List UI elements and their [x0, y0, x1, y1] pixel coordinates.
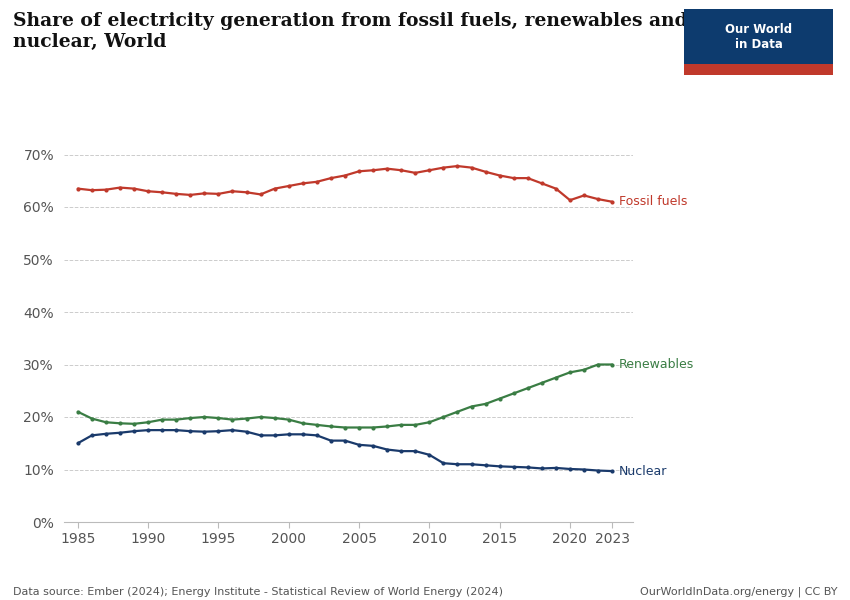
Text: Renewables: Renewables — [619, 358, 694, 371]
Text: Our World
in Data: Our World in Data — [725, 23, 792, 50]
Text: Nuclear: Nuclear — [619, 464, 667, 478]
Text: Fossil fuels: Fossil fuels — [619, 195, 688, 208]
Text: Data source: Ember (2024); Energy Institute - Statistical Review of World Energy: Data source: Ember (2024); Energy Instit… — [13, 587, 502, 597]
Text: OurWorldInData.org/energy | CC BY: OurWorldInData.org/energy | CC BY — [640, 587, 837, 597]
Text: Share of electricity generation from fossil fuels, renewables and
nuclear, World: Share of electricity generation from fos… — [13, 12, 688, 51]
